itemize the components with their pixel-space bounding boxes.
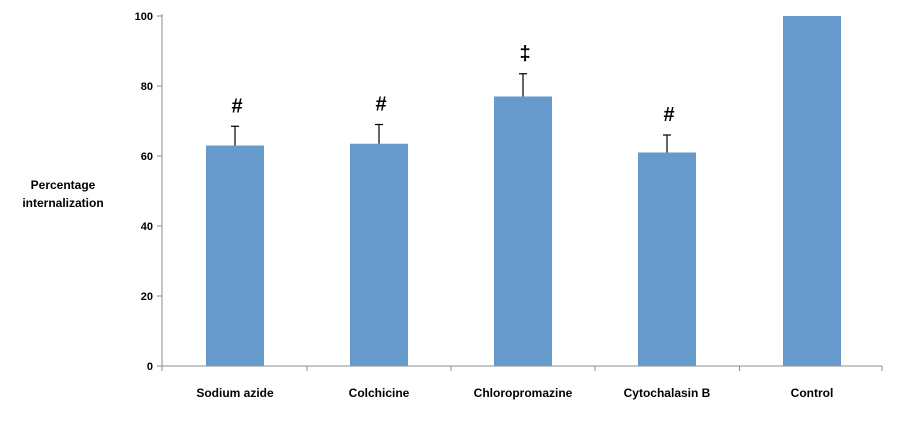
y-axis-label: Percentage internalization xyxy=(8,176,118,212)
significance-marker: # xyxy=(375,94,386,116)
y-tick-label: 0 xyxy=(147,361,153,373)
significance-marker: # xyxy=(663,104,674,126)
bar xyxy=(350,143,408,366)
y-tick-label: 100 xyxy=(135,11,153,23)
x-category-label: Chloropromazine xyxy=(474,386,573,400)
y-axis-label-line-1: Percentage xyxy=(30,178,96,192)
x-category-label: Colchicine xyxy=(349,386,410,400)
y-tick-label: 20 xyxy=(141,291,153,303)
bar xyxy=(638,152,696,366)
significance-marker: ‡ xyxy=(519,43,530,65)
y-tick-label: 80 xyxy=(141,81,153,93)
bar xyxy=(206,145,264,366)
y-tick-label: 40 xyxy=(141,221,153,233)
bar xyxy=(494,96,552,366)
significance-marker: # xyxy=(231,95,242,117)
y-axis-label-line-2: internalization xyxy=(22,196,104,210)
y-tick-label: 60 xyxy=(141,151,153,163)
x-category-label: Cytochalasin B xyxy=(624,386,711,400)
bar xyxy=(783,16,841,366)
x-category-label: Sodium azide xyxy=(196,386,274,400)
x-category-label: Control xyxy=(791,386,834,400)
